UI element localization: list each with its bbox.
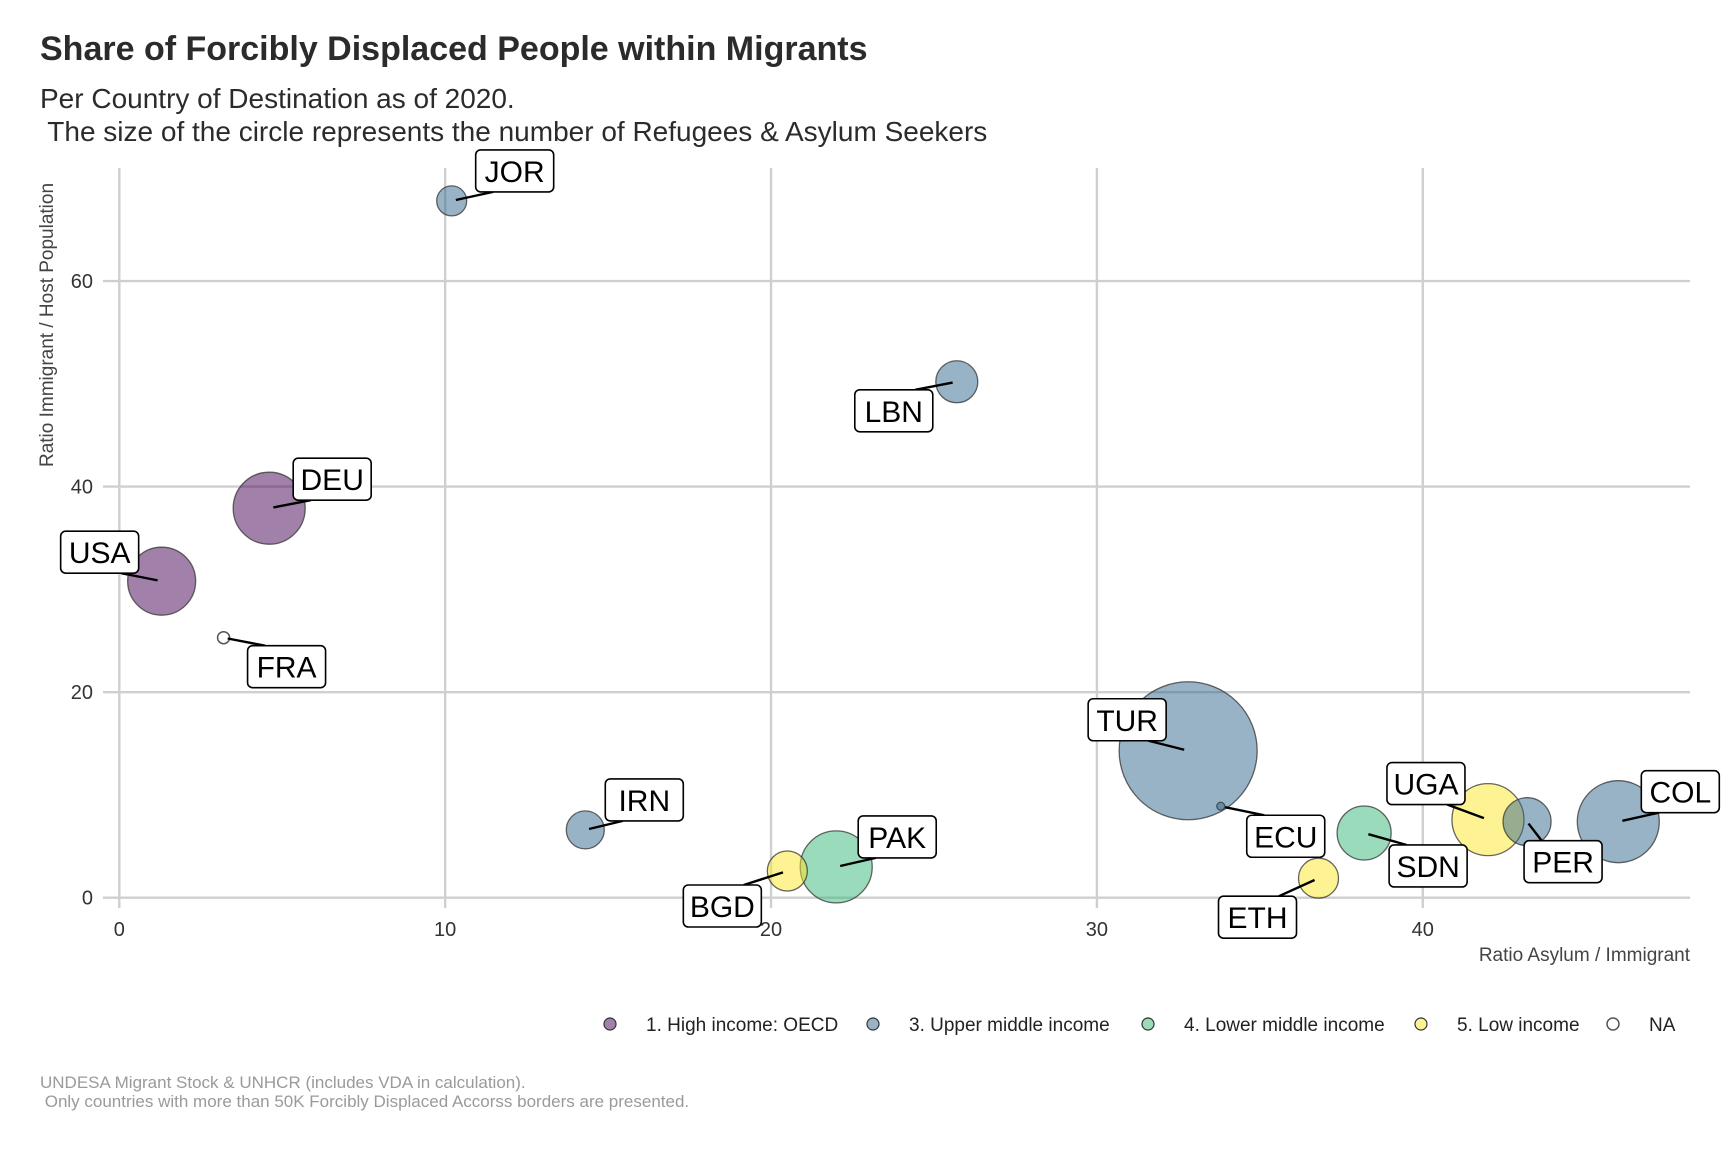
point-label-box (853, 388, 934, 433)
legend-key (1141, 1017, 1155, 1031)
label-leader-line (915, 381, 953, 391)
legend-key (1414, 1017, 1428, 1031)
label-leader-line (1446, 803, 1485, 820)
label-leader-line (1368, 833, 1408, 847)
point-label-box (1245, 814, 1326, 859)
point-label-bgd: BGD (690, 891, 755, 924)
point-label-box (1523, 839, 1603, 884)
point-label-tur: TUR (1096, 705, 1158, 738)
data-point-bgd (766, 850, 808, 892)
x-axis-title: Ratio Asylum / Immigrant (1479, 945, 1691, 966)
chart-caption: UNDESA Migrant Stock & UNHCR (includes V… (40, 1073, 690, 1111)
point-label-box (59, 530, 140, 574)
point-label-ecu: ECU (1254, 821, 1317, 854)
point-label-eth: ETH (1228, 902, 1288, 935)
legend-label: 3. Upper middle income (909, 1015, 1110, 1036)
label-leader-line (1224, 805, 1265, 817)
point-label-box (1217, 895, 1298, 939)
y-tick-label: 40 (71, 477, 93, 499)
point-label-box (857, 815, 938, 859)
data-point-jor (436, 185, 468, 217)
legend-key (1606, 1017, 1620, 1031)
point-label-uga: UGA (1393, 769, 1458, 802)
x-tick-label: 20 (760, 919, 782, 941)
data-point-sdn (1336, 805, 1392, 861)
point-label-box (682, 884, 763, 928)
data-point-fra (216, 630, 231, 645)
y-axis-ticks: 0 20 40 60 (71, 271, 93, 910)
data-point-lbn (935, 360, 979, 404)
x-tick-label: 40 (1412, 919, 1434, 941)
y-tick-label: 60 (71, 271, 93, 293)
label-leader-line (455, 190, 494, 202)
x-tick-label: 0 (114, 919, 125, 941)
label-leader-line (743, 871, 784, 887)
point-label-box (1640, 769, 1721, 814)
legend: 1. High income: OECD 3. Upper middle inco… (603, 1015, 1676, 1036)
label-leader-line (273, 499, 311, 509)
point-label-box (604, 778, 685, 822)
x-axis-ticks: 0 10 20 30 40 (114, 919, 1434, 941)
point-label-box (1087, 697, 1167, 742)
data-point-ecu (1216, 801, 1226, 811)
chart-subtitle: Per Country of Destination as of 2020. T… (40, 83, 988, 147)
y-tick-label: 0 (82, 888, 93, 910)
point-label-pak: PAK (868, 822, 926, 855)
data-point-eth (1297, 857, 1340, 899)
y-tick-label: 20 (71, 682, 93, 704)
legend-label: 1. High income: OECD (646, 1015, 838, 1036)
x-tick-label: 10 (434, 919, 456, 941)
point-label-box (1386, 761, 1466, 806)
point-label-lbn: LBN (865, 396, 923, 429)
point-label-box (1388, 844, 1468, 888)
chart-title: Share of Forcibly Displaced People withi… (40, 30, 868, 68)
data-point-usa (127, 546, 197, 616)
y-axis-title: Ratio Immigrant / Host Population (37, 183, 58, 467)
data-point-deu (232, 471, 306, 545)
label-leader-line (588, 819, 624, 831)
point-label-fra: FRA (257, 652, 317, 685)
point-label-jor: JOR (485, 156, 545, 189)
legend-label: 4. Lower middle income (1184, 1015, 1385, 1036)
label-leader-line (227, 637, 266, 647)
point-label-box (474, 149, 555, 193)
point-label-col: COL (1649, 777, 1711, 810)
point-labels: JOR LBN DEU USA FRA TUR IRN PAK BGD ECU SDN ETH UGA P… (59, 149, 1721, 939)
label-leader-line (1278, 878, 1316, 898)
point-label-sdn: SDN (1396, 851, 1459, 884)
data-points (127, 185, 1660, 904)
legend-key (603, 1017, 617, 1031)
x-tick-label: 30 (1086, 919, 1108, 941)
legend-label: 5. Low income (1457, 1015, 1580, 1036)
label-leader-line (839, 856, 877, 868)
point-label-box (292, 457, 372, 501)
label-leader-line (1148, 739, 1185, 751)
label-leader-line (1622, 811, 1660, 822)
data-point-irn (565, 810, 605, 850)
label-leader-line (1527, 822, 1543, 842)
point-label-deu: DEU (301, 464, 364, 497)
legend-label: NA (1649, 1015, 1676, 1036)
data-point-per (1502, 797, 1552, 847)
point-label-box (246, 644, 327, 689)
point-label-per: PER (1532, 847, 1594, 880)
legend-key (866, 1017, 880, 1031)
point-label-usa: USA (69, 537, 131, 570)
label-leader-line (120, 571, 158, 582)
point-label-irn: IRN (618, 785, 670, 818)
